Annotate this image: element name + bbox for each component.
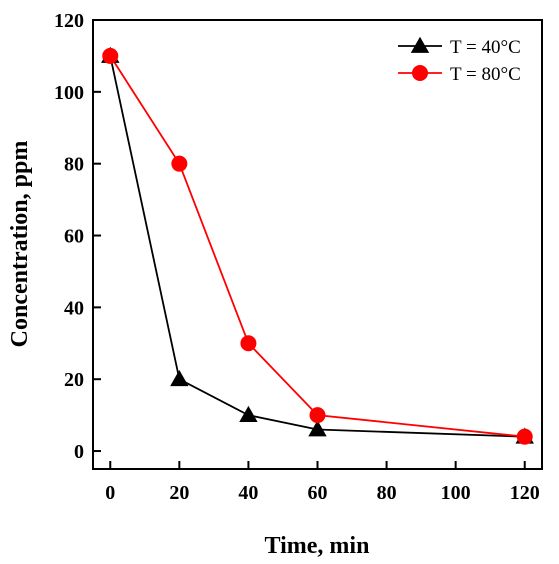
y-tick-label-2: 40 — [64, 297, 84, 319]
x-tick-label-4: 80 — [377, 482, 397, 504]
x-tick-label-6: 120 — [510, 482, 540, 504]
y-tick-label-4: 80 — [64, 154, 84, 176]
y-axis-title: Concentration, ppm — [7, 141, 33, 348]
x-tick-label-0: 0 — [105, 482, 115, 504]
legend-label-1: T = 80°C — [450, 64, 521, 85]
series-line-1 — [109, 55, 525, 438]
y-tick-label-5: 100 — [54, 82, 84, 104]
x-tick-label-3: 60 — [308, 482, 328, 504]
y-tick-label-0: 0 — [74, 441, 84, 463]
series-1-point-1 — [171, 155, 188, 172]
series-lines — [109, 55, 525, 438]
legend: T = 40°C T = 80°C — [398, 36, 521, 85]
legend-marker-0 — [410, 36, 430, 53]
legend-label-0: T = 40°C — [450, 37, 521, 58]
series-1-point-3 — [309, 407, 326, 424]
x-tick-label-2: 40 — [238, 482, 258, 504]
ticks: 0 20 40 60 80 100 120 0 20 40 60 80 100 120 — [54, 10, 540, 504]
y-tick-label-3: 60 — [64, 226, 84, 248]
x-axis-title: Time, min — [265, 533, 370, 559]
y-tick-label-1: 20 — [64, 369, 84, 391]
y-tick-label-6: 120 — [54, 10, 84, 32]
x-tick-label-5: 100 — [441, 482, 471, 504]
series-1-point-2 — [240, 335, 257, 352]
series-1-point-4 — [516, 428, 533, 445]
legend-marker-1 — [412, 65, 428, 81]
series-0-point-3 — [308, 420, 327, 437]
x-tick-label-1: 20 — [169, 482, 189, 504]
series-line-0 — [109, 55, 525, 438]
series-markers — [101, 46, 534, 445]
series-0-point-2 — [239, 405, 258, 423]
plot-frame — [92, 19, 543, 470]
series-0-point-1 — [170, 370, 189, 387]
series-1-point-0 — [102, 47, 119, 64]
